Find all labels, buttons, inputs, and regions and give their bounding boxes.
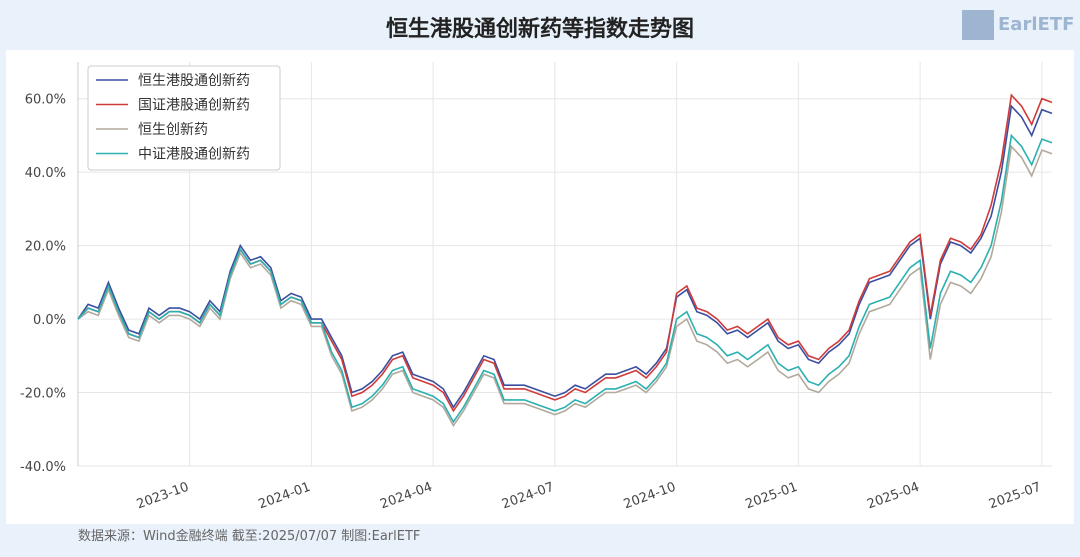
legend-box: [87, 65, 281, 171]
legend-label: 国证港股通创新药: [138, 98, 250, 114]
y-tick-label: 60.0%: [25, 93, 66, 108]
legend-label: 恒生港股通创新药: [138, 73, 250, 89]
series-line: [77, 104, 1053, 409]
y-tick-label: -40.0%: [20, 460, 66, 475]
series-line: [77, 133, 1053, 424]
footer: 数据来源：Wind金融终端 截至:2025/07/07 制图:EarlETF: [78, 528, 420, 544]
series-line: [77, 144, 1053, 428]
y-tick-label: 20.0%: [25, 240, 66, 255]
y-tick-label: 0.0%: [33, 313, 66, 328]
logo-icon: [962, 10, 994, 40]
y-tick-label: 40.0%: [25, 166, 66, 181]
logo-text: EarlETF: [998, 14, 1074, 35]
chart-title: 恒生港股通创新药等指数走势图: [386, 16, 694, 42]
legend-label: 恒生创新药: [138, 122, 208, 138]
legend-label: 中证港股通创新药: [138, 147, 250, 163]
y-tick-label: -20.0%: [20, 387, 66, 402]
